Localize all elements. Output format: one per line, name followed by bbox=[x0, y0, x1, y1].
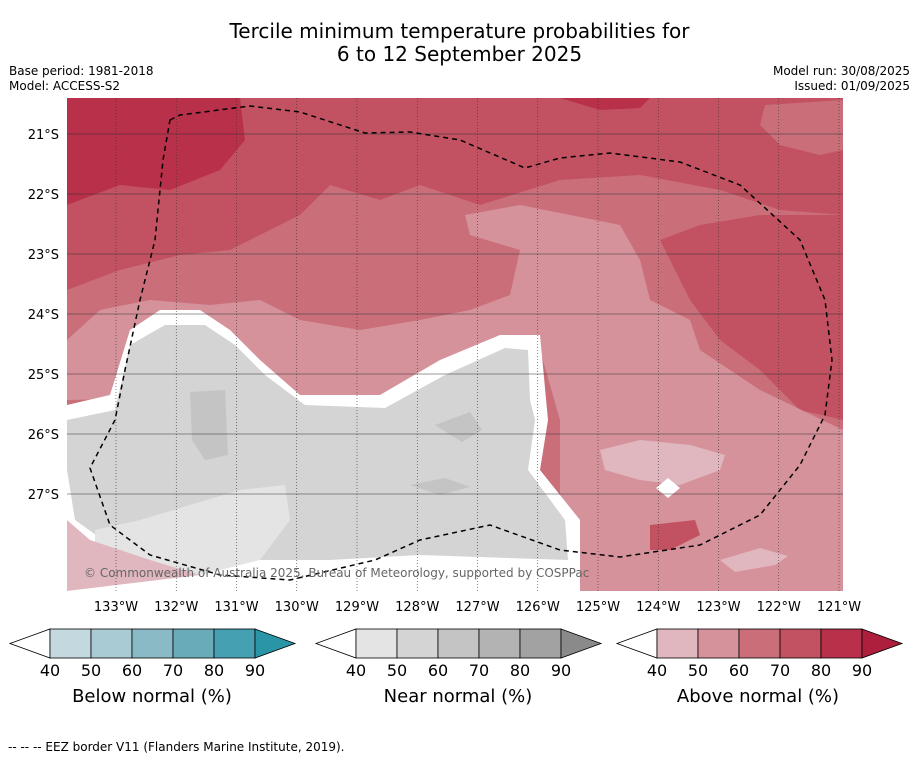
colorbar-tick-label: 80 bbox=[204, 661, 224, 680]
colorbar-tick-label: 40 bbox=[647, 661, 667, 680]
colorbar-tick-label: 50 bbox=[688, 661, 708, 680]
region-near-60-70-b bbox=[435, 412, 482, 442]
lon-tick-label: 128°W bbox=[395, 600, 439, 615]
lat-tick-label: 21°S bbox=[28, 128, 59, 143]
axes: 133°W 132°W 131°W 130°W 129°W 128°W 127°W 126°W… bbox=[28, 128, 862, 615]
colorbar-label-near: Near normal (%) bbox=[383, 686, 533, 707]
lon-tick-label: 130°W bbox=[275, 600, 319, 615]
colorbar-tick-label: 80 bbox=[510, 661, 530, 680]
colorbar-tick-label: 90 bbox=[551, 661, 571, 680]
lon-tick-label: 125°W bbox=[576, 600, 620, 615]
colorbar-tick-label: 70 bbox=[770, 661, 790, 680]
eez-border bbox=[89, 105, 833, 581]
lat-tick-label: 22°S bbox=[28, 188, 59, 203]
colorbar-tick-label: 40 bbox=[40, 661, 60, 680]
region-near-40-50 bbox=[95, 485, 290, 575]
region-above-80-90-north bbox=[560, 98, 650, 110]
lon-tick-label: 129°W bbox=[335, 600, 379, 615]
region-near-60-70-c bbox=[410, 478, 470, 495]
lat-tick-label: 24°S bbox=[28, 308, 59, 323]
colorbar-segment bbox=[49, 628, 92, 659]
lon-tick-label: 131°W bbox=[214, 600, 258, 615]
colorbar-label-below: Below normal (%) bbox=[72, 686, 232, 707]
colorbar-segment bbox=[213, 628, 256, 659]
colorbar-segment bbox=[519, 628, 562, 659]
issued-date: Issued: 01/09/2025 bbox=[794, 79, 910, 93]
lon-tick-label: 124°W bbox=[636, 600, 680, 615]
lon-tick-label: 127°W bbox=[455, 600, 499, 615]
region-near-60-70 bbox=[190, 390, 228, 460]
colorbar-segment bbox=[697, 628, 740, 659]
lon-tick-label: 121°W bbox=[817, 600, 861, 615]
base-period: Base period: 1981-2018 bbox=[9, 64, 154, 78]
colorbar-extend-left bbox=[8, 628, 51, 659]
map-regions bbox=[67, 98, 843, 591]
colorbar-tick-label: 60 bbox=[122, 661, 142, 680]
model-run: Model run: 30/08/2025 bbox=[772, 64, 910, 78]
lat-tick-label: 26°S bbox=[28, 428, 59, 443]
colorbar-tick-label: 60 bbox=[729, 661, 749, 680]
colorbar-tick-label: 50 bbox=[387, 661, 407, 680]
colorbar-tick-label: 40 bbox=[346, 661, 366, 680]
chart-title-line1: Tercile minimum temperature probabilitie… bbox=[229, 19, 690, 43]
copyright-watermark: © Commonwealth of Australia 2025, Bureau… bbox=[84, 566, 590, 580]
colorbar-segment bbox=[779, 628, 822, 659]
colorbar-label-above: Above normal (%) bbox=[676, 686, 840, 707]
colorbar-tick-label: 70 bbox=[469, 661, 489, 680]
footer-note: -- -- -- EEZ border V11 (Flanders Marine… bbox=[8, 740, 345, 754]
region-white-diamond bbox=[656, 478, 680, 498]
colorbar-tick-label: 50 bbox=[81, 661, 101, 680]
lon-tick-label: 133°W bbox=[94, 600, 138, 615]
region-above-70-80-patch bbox=[650, 520, 700, 550]
colorbar-segment bbox=[90, 628, 133, 659]
colorbar-segment bbox=[172, 628, 215, 659]
colorbar-segment bbox=[437, 628, 480, 659]
region-above-40-50-patch2 bbox=[720, 548, 788, 572]
region-above-60-70-ne bbox=[760, 100, 843, 155]
lat-tick-label: 25°S bbox=[28, 368, 59, 383]
colorbar-extend-left bbox=[615, 628, 658, 659]
colorbar-extend-left bbox=[314, 628, 357, 659]
colorbar-tick-label: 90 bbox=[245, 661, 265, 680]
colorbar-extend-right bbox=[254, 628, 297, 659]
colorbar-segment bbox=[820, 628, 863, 659]
lon-tick-label: 123°W bbox=[696, 600, 740, 615]
lon-tick-label: 122°W bbox=[757, 600, 801, 615]
region-above-40-50-sw bbox=[67, 520, 200, 591]
colorbars: 40 50 60 70 80 90 40 50 60 70 80 90 40 50 60 70 80 90 bbox=[8, 628, 904, 680]
colorbar-tick-label: 70 bbox=[163, 661, 183, 680]
chart-title-line2: 6 to 12 September 2025 bbox=[336, 42, 583, 66]
model-name: Model: ACCESS-S2 bbox=[9, 79, 121, 93]
gridlines bbox=[67, 98, 843, 591]
lon-tick-label: 132°W bbox=[154, 600, 198, 615]
colorbar-tick-label: 80 bbox=[811, 661, 831, 680]
lon-tick-label: 126°W bbox=[516, 600, 560, 615]
colorbar-tick-label: 60 bbox=[428, 661, 448, 680]
colorbar-segment bbox=[478, 628, 521, 659]
colorbar-segment bbox=[656, 628, 699, 659]
colorbar-extend-right bbox=[861, 628, 904, 659]
region-above-80-90 bbox=[67, 98, 245, 205]
colorbar-segment bbox=[738, 628, 781, 659]
lat-tick-label: 23°S bbox=[28, 248, 59, 263]
region-above-40-50-patch bbox=[600, 440, 725, 485]
region-near-50-60 bbox=[67, 325, 568, 560]
colorbar-extend-right bbox=[560, 628, 603, 659]
lat-tick-label: 27°S bbox=[28, 488, 59, 503]
region-above-50-60 bbox=[67, 205, 843, 591]
colorbar-segment bbox=[131, 628, 174, 659]
region-above-70-80-east bbox=[660, 215, 843, 420]
colorbar-segment bbox=[355, 628, 398, 659]
colorbar-tick-label: 90 bbox=[852, 661, 872, 680]
colorbar-segment bbox=[396, 628, 439, 659]
